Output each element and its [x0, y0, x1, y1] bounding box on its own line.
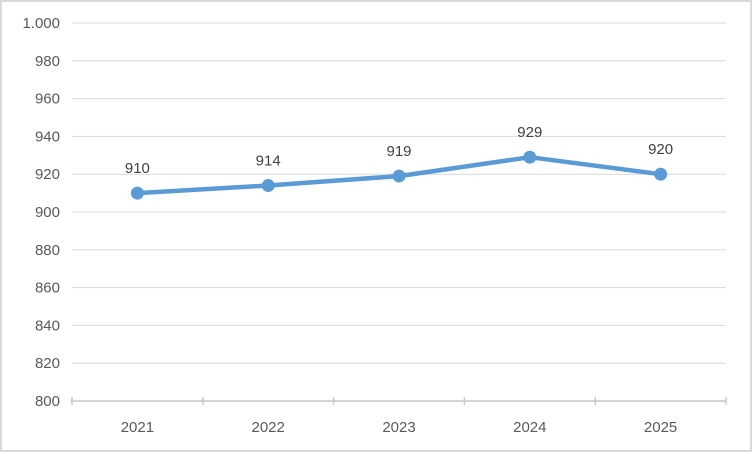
data-label: 929	[517, 124, 542, 141]
y-axis-label: 900	[35, 204, 60, 221]
y-axis-label: 960	[35, 91, 60, 108]
y-axis-label: 880	[35, 242, 60, 259]
x-axis-label: 2022	[252, 419, 285, 436]
x-axis-label: 2024	[513, 419, 546, 436]
y-axis-label: 1.000	[22, 15, 60, 32]
data-point-marker	[654, 167, 668, 181]
data-label: 920	[648, 141, 673, 158]
data-point-marker	[261, 179, 275, 193]
y-axis-label: 820	[35, 355, 60, 372]
y-axis-label: 940	[35, 128, 60, 145]
data-label: 910	[125, 160, 150, 177]
x-axis-label: 2023	[382, 419, 415, 436]
data-point-marker	[392, 169, 406, 183]
x-axis-label: 2021	[121, 419, 154, 436]
data-label: 914	[256, 153, 281, 170]
x-axis-label: 2025	[644, 419, 677, 436]
data-label: 919	[386, 143, 411, 160]
y-axis-label: 980	[35, 53, 60, 70]
y-axis-label: 860	[35, 280, 60, 297]
data-point-marker	[523, 150, 537, 164]
y-axis-label: 920	[35, 166, 60, 183]
y-axis-label: 800	[35, 393, 60, 410]
y-axis-label: 840	[35, 317, 60, 334]
data-point-marker	[130, 186, 144, 200]
